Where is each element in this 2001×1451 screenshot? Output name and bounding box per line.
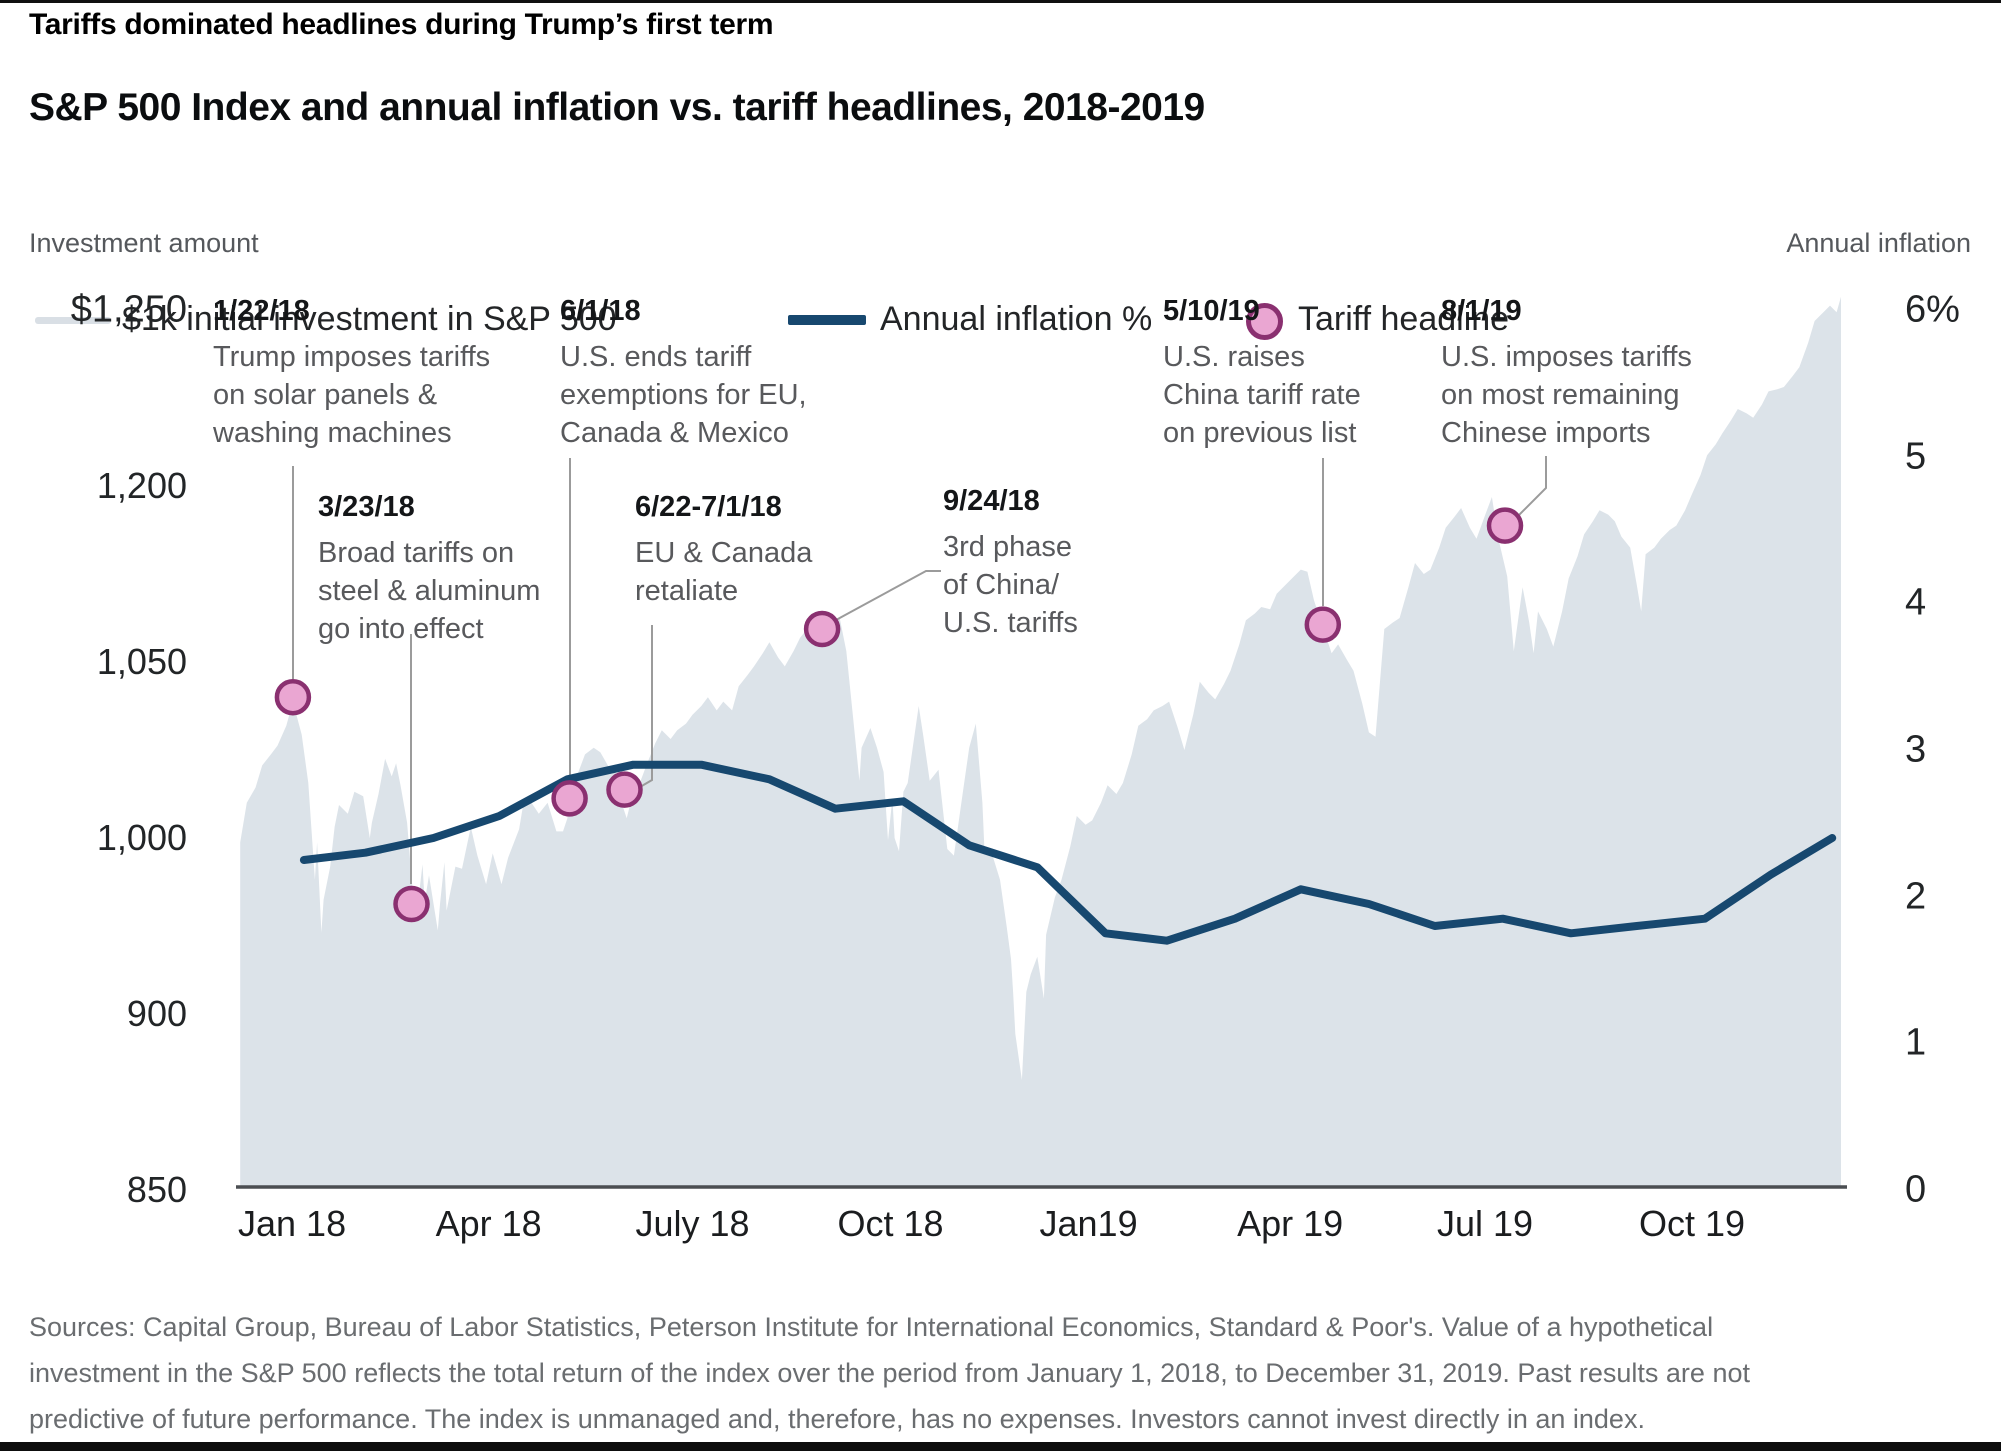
x-tick: July 18: [635, 1203, 750, 1244]
annotation-text: on most remaining: [1441, 379, 1680, 411]
annotation-text: of China/: [943, 569, 1060, 601]
annotation-event-3: 6/22-7/1/18 EU & Canada retaliate: [635, 488, 812, 610]
sources-line: Sources: Capital Group, Bureau of Labor …: [29, 1312, 1714, 1342]
right-tick: 2: [1905, 875, 1927, 918]
annotation-text: Canada & Mexico: [560, 417, 789, 449]
leader-line: [639, 625, 653, 788]
annotation-text: U.S. imposes tariffs: [1441, 341, 1692, 373]
right-tick: 4: [1905, 581, 1927, 624]
left-tick: 1,200: [96, 465, 187, 506]
right-tick: 6%: [1905, 288, 1960, 331]
left-tick: 850: [126, 1169, 187, 1210]
left-tick: 1,000: [96, 817, 187, 858]
tariff-headline-dot-5/10/19: [1304, 606, 1342, 643]
annotation-text: U.S. raises: [1163, 341, 1305, 373]
tariff-headline-dot-6/22-7/1/18: [606, 771, 643, 808]
sources-line: investment in the S&P 500 reflects the t…: [29, 1358, 1750, 1388]
sources-line: predictive of future performance. The in…: [29, 1404, 1645, 1434]
legend-line-swatch-icon: [788, 315, 866, 325]
legend-dot-swatch-icon: [1246, 303, 1283, 340]
legend-label-inflation: Annual inflation %: [880, 300, 1153, 338]
annotation-text: washing machines: [213, 417, 452, 449]
x-tick: Oct 18: [837, 1203, 944, 1244]
annotation-text: go into effect: [318, 613, 484, 645]
annotation-event-5: 5/10/19 U.S. raises China tariff rate on…: [1163, 292, 1361, 452]
annotation-text: exemptions for EU,: [560, 379, 807, 411]
chart-title: S&P 500 Index and annual inflation vs. t…: [29, 86, 1205, 129]
legend-area-swatch-icon: [35, 317, 111, 324]
annotation-date: 1/22/18: [213, 295, 310, 327]
x-tick: Apr 19: [1237, 1203, 1344, 1244]
annotation-event-2: 6/1/18 U.S. ends tariff exemptions for E…: [560, 292, 807, 452]
annotation-text: China tariff rate: [1163, 379, 1361, 411]
tariff-headline-dot-8/1/19: [1486, 507, 1524, 544]
x-tick: Jan19: [1039, 1203, 1138, 1244]
annotation-text: on previous list: [1163, 417, 1357, 449]
annotation-text: on solar panels &: [213, 379, 438, 411]
legend: $1k initial investment in S&P 500 Annual…: [0, 148, 2001, 340]
right-tick: 5: [1905, 435, 1927, 478]
tariff-headline-dot-1/22/18: [274, 678, 312, 716]
x-tick: Jul 19: [1436, 1203, 1534, 1244]
sp500-area-series: [240, 296, 1842, 1187]
left-tick: 1,050: [96, 641, 187, 682]
legend-label-investment: $1k initial investment in S&P 500: [122, 300, 617, 338]
left-tick: 900: [126, 993, 187, 1034]
top-border: [0, 0, 2001, 3]
annotation-date: 8/1/19: [1441, 295, 1522, 327]
annotation-date: 9/24/18: [943, 485, 1040, 517]
tariff-headline-dot-9/24/18: [803, 610, 841, 648]
page-kicker: Tariffs dominated headlines during Trump…: [29, 8, 774, 41]
leader-line: [1515, 456, 1547, 519]
annotation-text: Trump imposes tariffs: [213, 341, 491, 373]
annotation-date: 3/23/18: [318, 491, 415, 523]
legend-label-tariff: Tariff headline: [1298, 300, 1510, 338]
right-tick: 3: [1905, 728, 1927, 771]
tariff-headline-dot-3/23/18: [393, 885, 430, 923]
annotation-event-1: 3/23/18 Broad tariffs on steel & aluminu…: [318, 488, 540, 648]
annotation-event-0: 1/22/18 Trump imposes tariffs on solar p…: [213, 292, 490, 452]
annotation-text: U.S. tariffs: [943, 607, 1078, 639]
annotation-text: U.S. ends tariff: [560, 341, 752, 373]
annotation-text: EU & Canada: [635, 537, 813, 569]
annotation-date: 6/1/18: [560, 295, 641, 327]
inflation-line-series: [299, 760, 1837, 945]
annotation-text: 3rd phase: [943, 531, 1072, 563]
tariff-headline-markers: [274, 507, 1524, 923]
x-tick: Apr 18: [435, 1203, 542, 1244]
annotation-date: 6/22-7/1/18: [635, 491, 782, 523]
bottom-border: [0, 1442, 2001, 1451]
annotation-text: Chinese imports: [1441, 417, 1651, 449]
annotation-text: Broad tariffs on: [318, 537, 515, 569]
x-tick: Jan 18: [238, 1203, 347, 1244]
right-tick: 0: [1905, 1168, 1927, 1211]
left-axis-title: Investment amount: [29, 228, 259, 258]
right-tick: 1: [1905, 1021, 1927, 1064]
annotation-text: retaliate: [635, 575, 739, 607]
leader-line: [835, 570, 941, 621]
right-axis-title: Annual inflation: [1786, 228, 1971, 258]
annotation-event-4: 9/24/18 3rd phase of China/ U.S. tariffs: [943, 482, 1078, 642]
annotation-event-6: 8/1/19 U.S. imposes tariffs on most rema…: [1441, 292, 1692, 452]
x-tick: Oct 19: [1638, 1203, 1746, 1244]
left-tick: $1,250: [70, 288, 187, 331]
annotation-date: 5/10/19: [1163, 295, 1260, 327]
annotation-text: steel & aluminum: [318, 575, 541, 607]
sources-note: Sources: Capital Group, Bureau of Labor …: [29, 1304, 1750, 1442]
tariff-headline-dot-6/1/18: [551, 780, 588, 817]
